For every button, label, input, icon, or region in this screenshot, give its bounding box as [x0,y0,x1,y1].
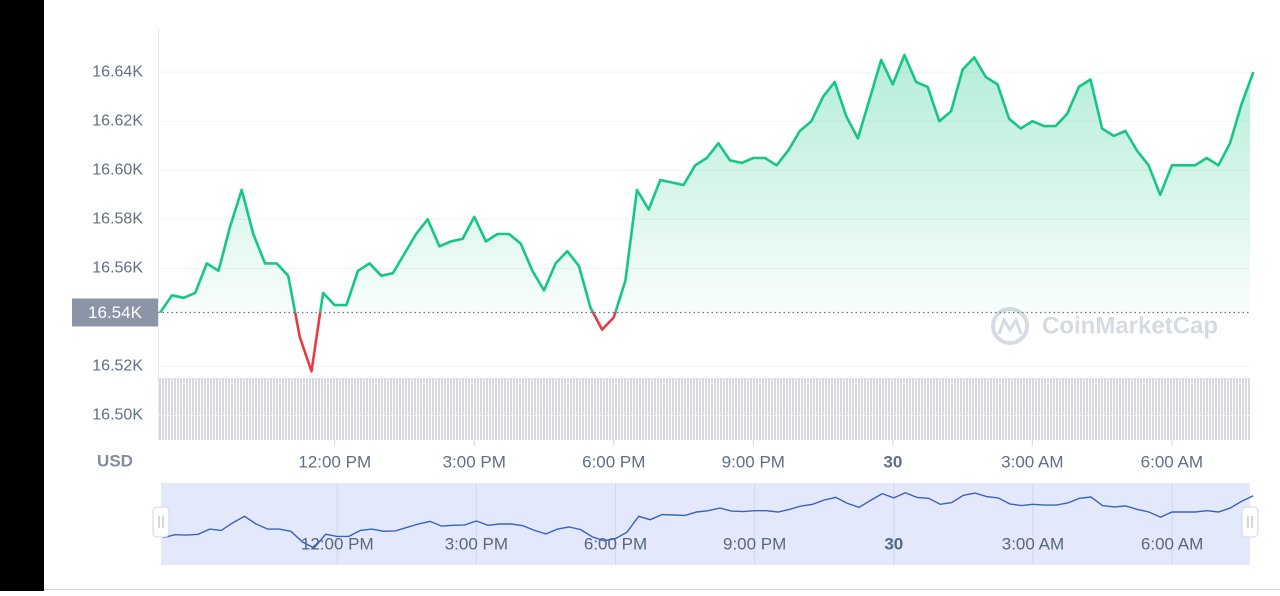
x-tick-label: 6:00 AM [1141,452,1203,471]
navigator-tick-label: 3:00 PM [445,534,508,553]
x-tick-label: 3:00 AM [1001,452,1063,471]
navigator-tick-label: 6:00 AM [1141,534,1203,553]
volume-bars [158,378,1250,440]
y-tick-label: 16.64K [92,63,143,80]
left-edge [0,0,44,591]
y-tick-label: 16.58K [92,211,143,228]
price-area [160,55,1250,313]
watermark-text: CoinMarketCap [1042,312,1218,339]
price-line [159,53,1255,373]
currency-label: USD [97,451,133,470]
navigator-tick-label: 9:00 PM [723,534,786,553]
y-tick-label: 16.60K [92,161,143,178]
navigator-tick-label: 30 [884,534,903,553]
navigator-tick-label: 12:00 PM [301,534,374,553]
y-tick-label: 16.50K [92,407,143,424]
x-tick-label: 30 [883,452,902,471]
x-tick-label: 3:00 PM [443,452,506,471]
y-tick-label: 16.62K [92,112,143,129]
y-tick-label: 16.56K [92,260,143,277]
navigator-handle [1241,506,1259,538]
x-tick-label: 6:00 PM [582,452,645,471]
navigator-handle [152,506,170,538]
y-tick-label: 16.52K [92,358,143,375]
x-tick-label: 12:00 PM [298,452,371,471]
baseline-label: 16.54K [88,303,143,322]
baseline-badge [72,298,158,327]
watermark: CoinMarketCap [991,307,1218,345]
navigator-tick-label: 3:00 AM [1002,534,1064,553]
navigator-line [163,491,1254,549]
x-tick-label: 9:00 PM [722,452,785,471]
navigator [161,483,1250,565]
